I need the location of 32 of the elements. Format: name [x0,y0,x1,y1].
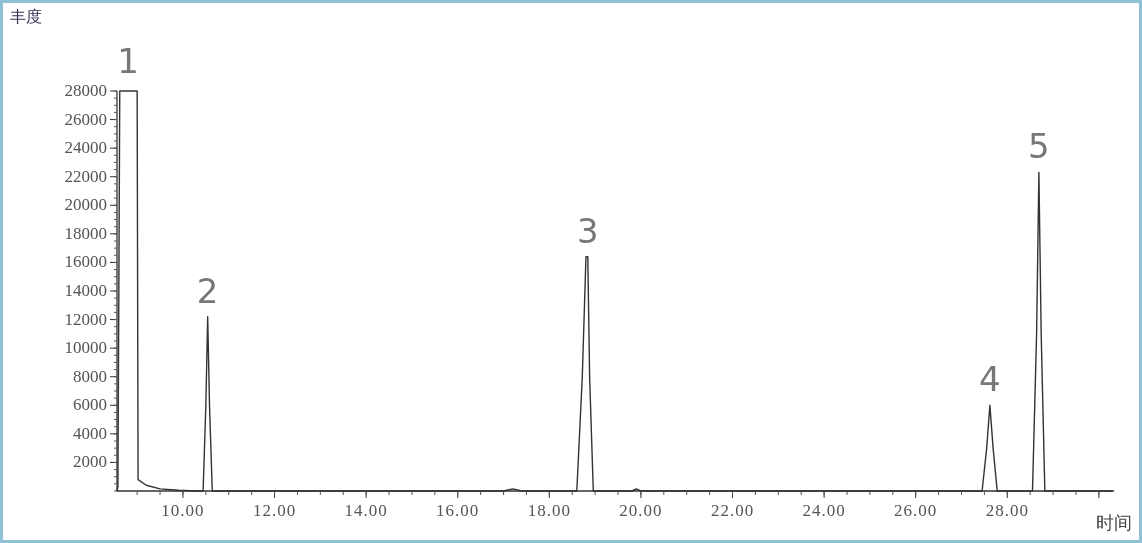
y-tick-label: 18000 [64,223,107,243]
y-tick-label: 4000 [73,423,107,443]
y-tick-label: 22000 [64,166,107,186]
y-tick-label: 10000 [64,338,107,358]
y-tick-label: 24000 [64,138,107,158]
y-tick-label: 28000 [64,81,107,100]
y-tick-label: 14000 [64,281,107,300]
x-tick-label: 12.00 [252,501,297,520]
y-tick-label: 16000 [64,252,107,272]
x-tick-label: 24.00 [802,501,846,520]
x-tick-label: 20.00 [619,501,663,520]
x-tick-label: 10.00 [161,501,205,520]
annotation: 5 [1028,126,1050,167]
y-tick-label: 26000 [64,109,107,129]
annotation: 2 [196,270,219,311]
x-tick-label: 28.00 [985,501,1029,520]
y-tick-label: 12000 [64,309,107,329]
axis-y: 2000 4000 6000 8000 10000 12000 14000 16000 18000 20000 22000 24000 26000 28000 [64,81,118,492]
annotation: 3 [576,210,599,251]
y-tick-label: 8000 [73,366,107,386]
y-tick-label: 20000 [64,195,107,215]
annotation: 1 [117,41,139,81]
y-tick-label: 6000 [73,395,107,415]
x-axis-title: 时间 [1096,512,1132,533]
x-tick-label: 26.00 [894,501,938,520]
x-tick-label: 18.00 [527,501,571,520]
annotation: 4 [979,359,1001,400]
y-axis-title: 丰度 [10,7,42,26]
y-tick-label: 2000 [73,452,107,472]
x-tick-label: 22.00 [710,501,755,520]
x-tick-label: 16.00 [436,501,480,520]
x-tick-label: 14.00 [344,501,388,520]
